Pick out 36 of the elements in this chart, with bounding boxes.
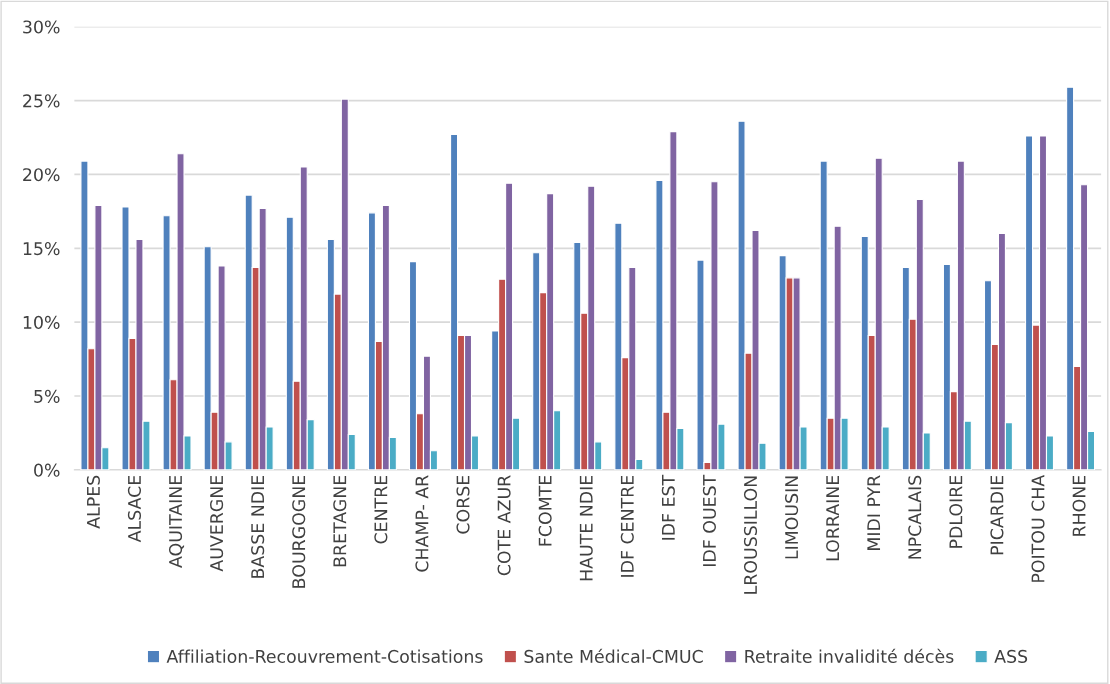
x-tick-label: AQUITAINE: [168, 475, 185, 568]
x-tick-label: AUVERGNE: [210, 475, 224, 572]
x-tick-label: CHAMP- AR: [415, 475, 429, 572]
y-tick-label: 15%: [23, 242, 60, 256]
x-tick-label: POITOU CHA: [1031, 474, 1045, 582]
x-tick-label: FCOMTE: [538, 475, 552, 546]
x-tick-label: ALPES: [86, 475, 100, 529]
y-tick-label: 5%: [34, 389, 60, 403]
x-tick-label: BOURGOGNE: [292, 475, 306, 588]
y-tick-label: 10%: [23, 315, 60, 330]
x-tick-label: IDF EST: [661, 474, 675, 540]
x-tick-label: MIDI PYR: [867, 475, 881, 550]
x-tick-label: IDF OUEST: [702, 474, 716, 567]
x-tick-label: LROUSSILLON: [743, 476, 758, 594]
y-tick-label: 20%: [23, 168, 60, 182]
legend-label: Retraite invalidité décès: [745, 648, 954, 663]
x-tick-label: HAUTE NDIE: [579, 475, 593, 581]
legend-label: Sante Médical-CMUC: [524, 648, 703, 663]
x-tick-label: BASSE NDIE: [251, 475, 265, 578]
x-tick-label: NPCALAIS: [908, 475, 922, 559]
x-tick-label: CORSE: [456, 475, 470, 534]
x-tick-label: CENTRE: [374, 475, 388, 544]
x-tick-label: PDLOIRE: [949, 475, 963, 548]
y-tick-label: 0%: [34, 463, 60, 477]
x-tick-label: BRETAGNE: [333, 475, 347, 567]
x-tick-label: LIMOUSIN: [785, 476, 799, 559]
y-tick-label: 25%: [23, 94, 60, 108]
x-tick-label: IDF CENTRE: [620, 475, 634, 577]
x-tick-label: RHONE: [1072, 475, 1086, 536]
x-tick-label: COTE AZUR: [497, 475, 511, 576]
legend-label: Affiliation-Recouvrement-Cotisations: [166, 649, 483, 663]
legend-label: ASS: [994, 649, 1028, 663]
x-tick-label: LORRAINE: [826, 475, 840, 561]
x-tick-label: PICARDIE: [990, 475, 1004, 555]
y-tick-label: 30%: [23, 20, 60, 34]
x-tick-label: ALSACE: [127, 475, 142, 543]
